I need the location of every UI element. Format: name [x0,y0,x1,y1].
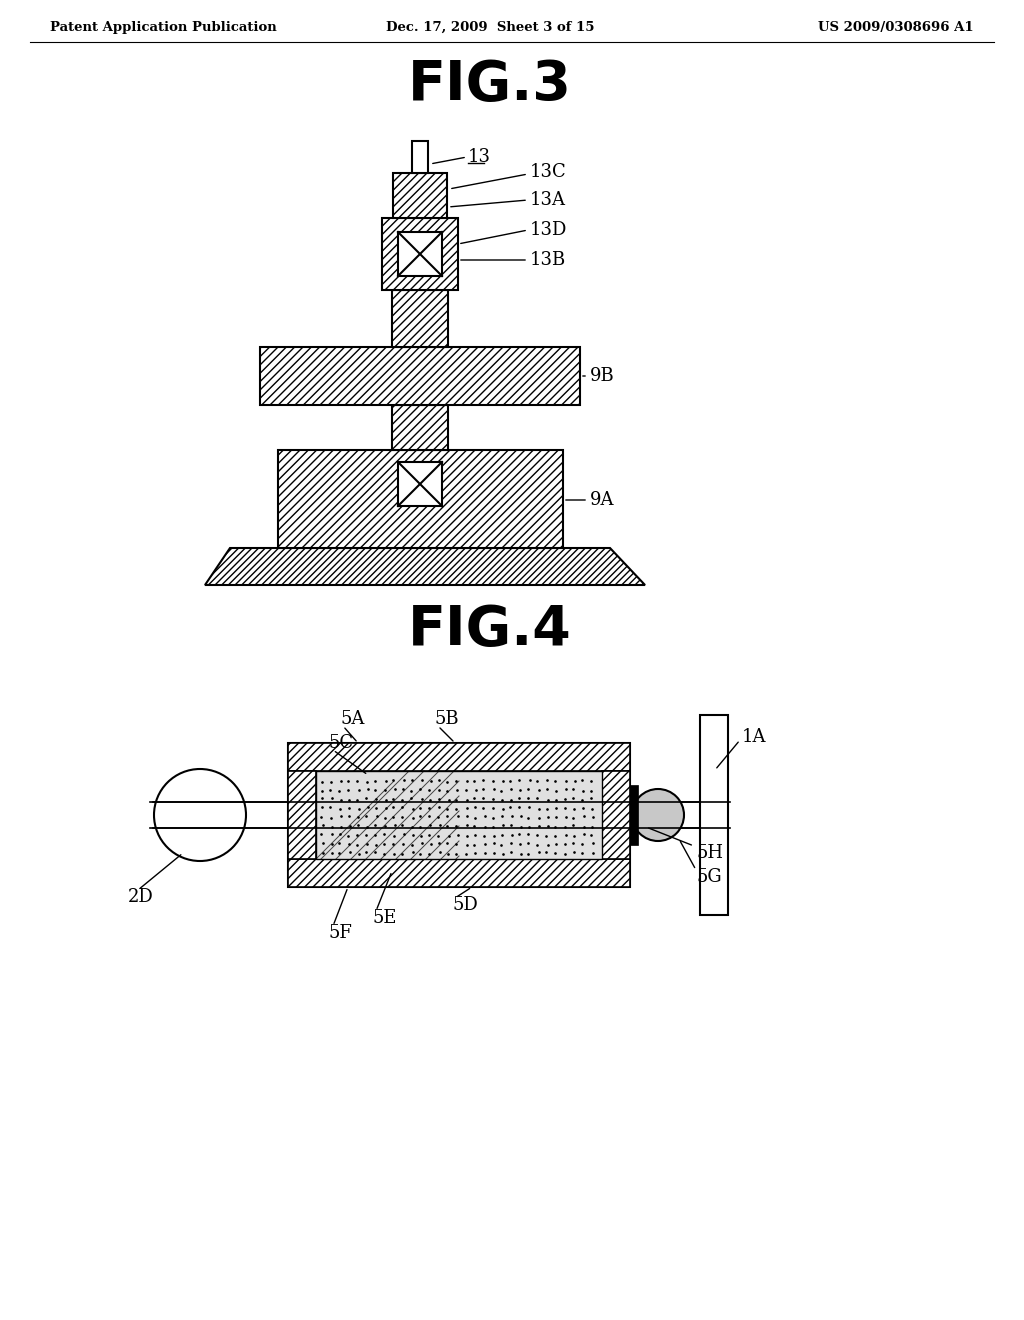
Bar [260,347,580,405]
Bar [392,290,449,347]
Bar [288,743,630,887]
Bar [630,785,638,845]
Bar [700,715,728,915]
Text: FIG.3: FIG.3 [408,58,572,112]
Bar [412,141,428,173]
Text: 5H: 5H [696,843,723,862]
Bar [393,173,447,218]
Text: 5D: 5D [452,896,478,913]
Bar [278,450,563,548]
Text: 13C: 13C [530,162,566,181]
Text: Patent Application Publication: Patent Application Publication [50,21,276,33]
Bar [392,405,449,450]
Text: 13D: 13D [530,220,567,239]
Polygon shape [205,548,645,585]
Text: 2D: 2D [128,888,154,906]
Bar [288,743,630,771]
Text: 9B: 9B [590,367,614,385]
Text: 5F: 5F [328,924,352,942]
Text: US 2009/0308696 A1: US 2009/0308696 A1 [818,21,974,33]
Text: 5E: 5E [372,909,396,927]
Circle shape [632,789,684,841]
Bar [288,859,630,887]
Bar [398,232,442,276]
Text: 9A: 9A [590,491,614,510]
Bar [316,771,602,859]
Bar [398,462,442,506]
Bar [602,771,630,859]
Bar [382,218,458,290]
Text: Dec. 17, 2009  Sheet 3 of 15: Dec. 17, 2009 Sheet 3 of 15 [386,21,594,33]
Bar [288,771,316,859]
Bar [406,482,434,500]
Text: 13: 13 [468,148,490,166]
Text: FIG.4: FIG.4 [409,603,571,657]
Text: 5C: 5C [328,734,353,752]
Bar [406,253,434,272]
Text: 5G: 5G [696,869,722,886]
Text: 13A: 13A [530,191,566,209]
Text: 5A: 5A [340,710,365,729]
Text: 13B: 13B [530,251,566,269]
Text: 1A: 1A [742,729,767,746]
Text: 5B: 5B [435,710,460,729]
